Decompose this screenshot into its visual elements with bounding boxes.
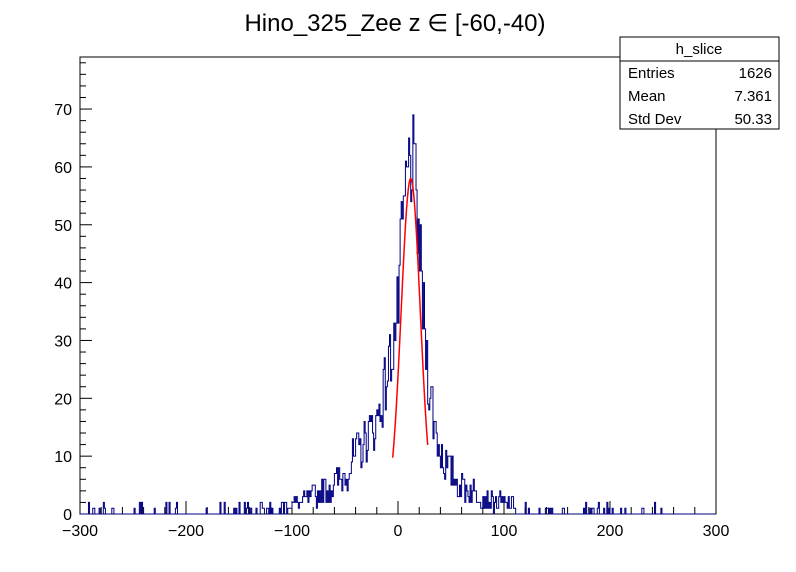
stats-box-frame: [619, 36, 780, 130]
histogram-bars: [80, 114, 716, 515]
x-tick-label: 300: [703, 523, 730, 540]
x-tick-label: 0: [394, 523, 403, 540]
stats-value-mean: 7.361: [734, 88, 772, 105]
y-tick-label: 10: [54, 449, 72, 466]
y-tick-label: 50: [54, 218, 72, 235]
stats-title: h_slice: [676, 41, 723, 58]
stats-box: h_slice Entries 1626 Mean 7.361 Std Dev …: [619, 36, 780, 130]
y-tick-label: 60: [54, 160, 72, 177]
stats-value-entries: 1626: [739, 65, 772, 82]
chart-title: Hino_325_Zee z ∈ [-60,-40): [244, 10, 545, 37]
stats-label-mean: Mean: [628, 88, 666, 105]
stats-label-stddev: Std Dev: [628, 111, 682, 128]
y-tick-label: 20: [54, 391, 72, 408]
x-axis: −300 −200 −100 0 100 200 300: [62, 501, 729, 540]
stats-value-stddev: 50.33: [734, 111, 772, 128]
stats-label-entries: Entries: [628, 65, 675, 82]
histogram-bars-path: [80, 114, 716, 515]
x-tick-label: −300: [62, 523, 98, 540]
y-tick-label: 70: [54, 102, 72, 119]
y-tick-label: 0: [63, 507, 72, 524]
x-tick-label: −200: [168, 523, 204, 540]
x-tick-label: 200: [597, 523, 624, 540]
x-tick-label: −100: [274, 523, 310, 540]
y-tick-label: 40: [54, 276, 72, 293]
x-tick-label: 100: [491, 523, 518, 540]
y-axis: 0 10 20 30 40 50 60 70: [54, 62, 92, 524]
gaussian-fit-line: [391, 177, 429, 458]
y-tick-label: 30: [54, 333, 72, 350]
